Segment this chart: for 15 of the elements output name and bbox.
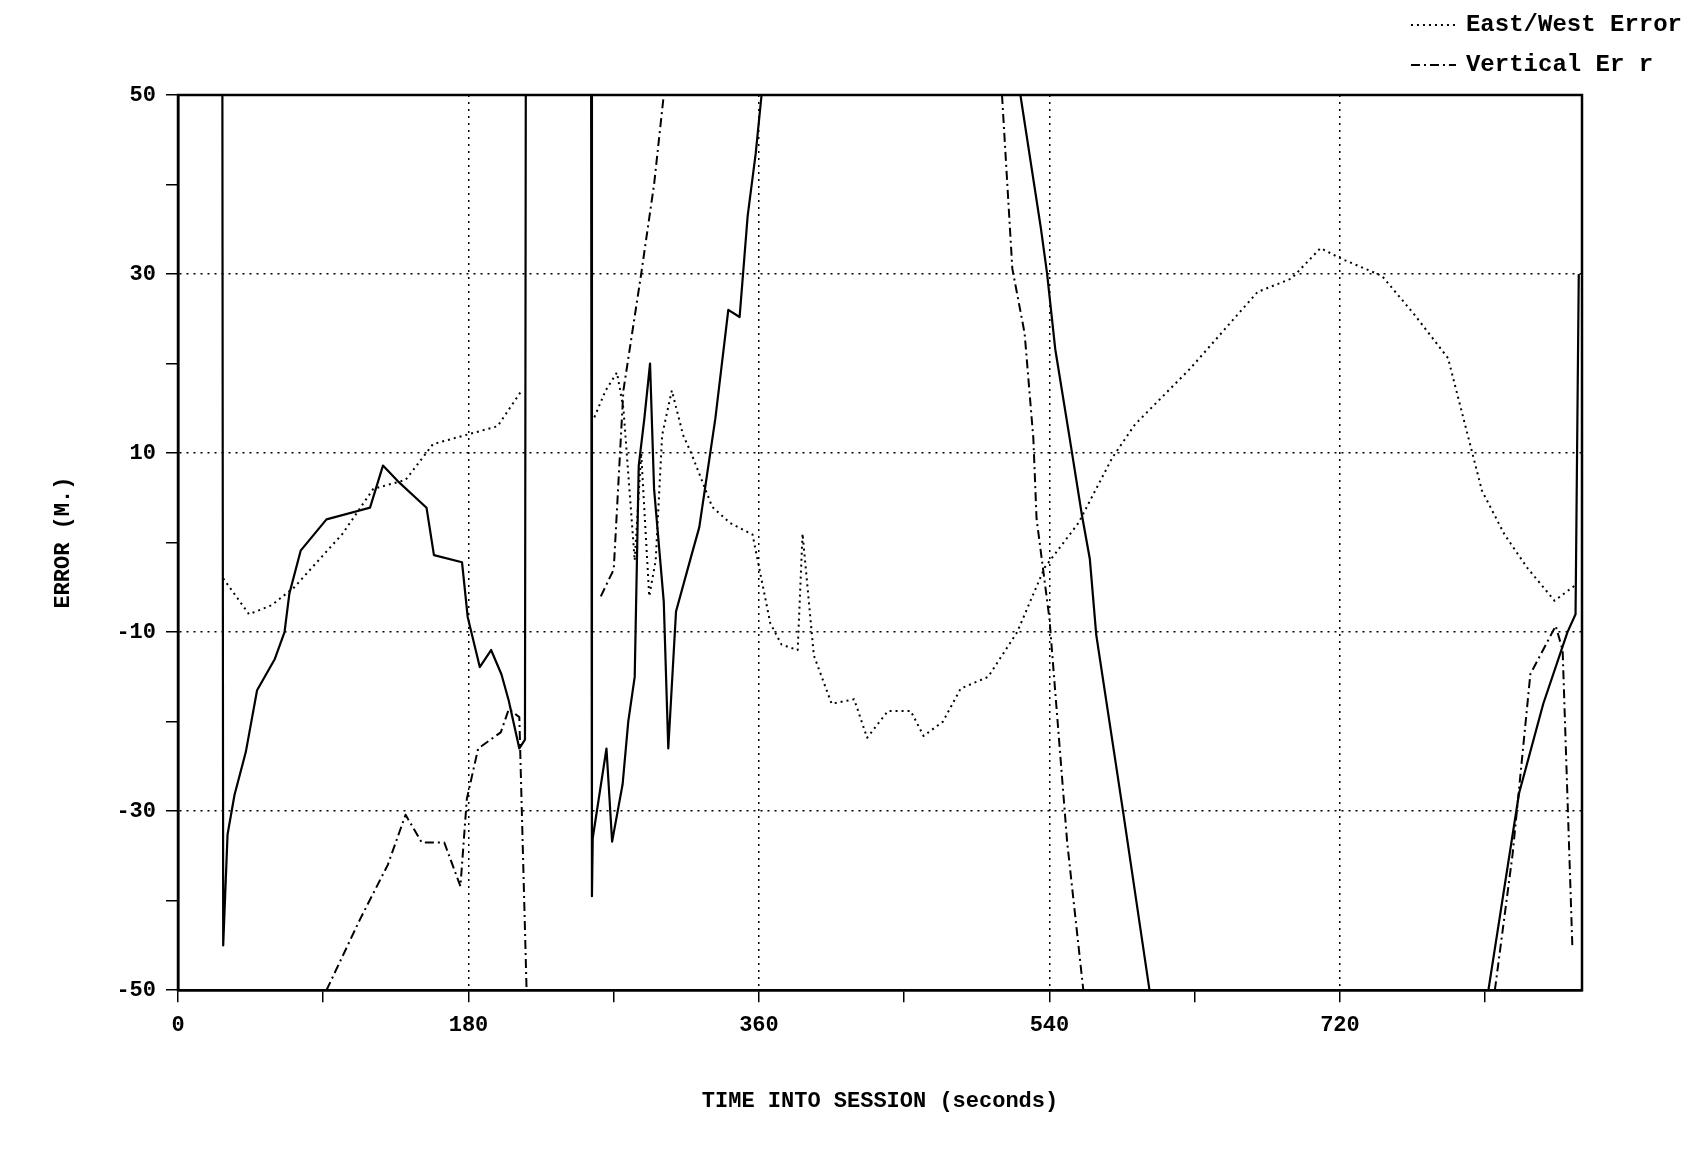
x-tick-label: 720 [1320,1012,1360,1038]
y-axis-title: ERROR (M.) [50,476,76,609]
x-tick-label: 540 [1029,1012,1070,1038]
y-tick-label: 30 [129,261,157,287]
legend-label: Vertical Er r [1465,51,1654,79]
x-tick-label: 360 [739,1012,779,1038]
x-tick-label: 180 [448,1012,489,1038]
x-axis-title: TIME INTO SESSION (seconds) [701,1089,1059,1115]
x-tick-label: 0 [171,1012,185,1038]
y-tick-label: 10 [129,440,157,466]
y-tick-label: -30 [116,798,157,824]
y-tick-label: -10 [116,619,157,645]
y-tick-label: 50 [129,82,157,108]
y-tick-label: -50 [116,977,157,1003]
legend-label: East/West Error [1465,11,1683,39]
